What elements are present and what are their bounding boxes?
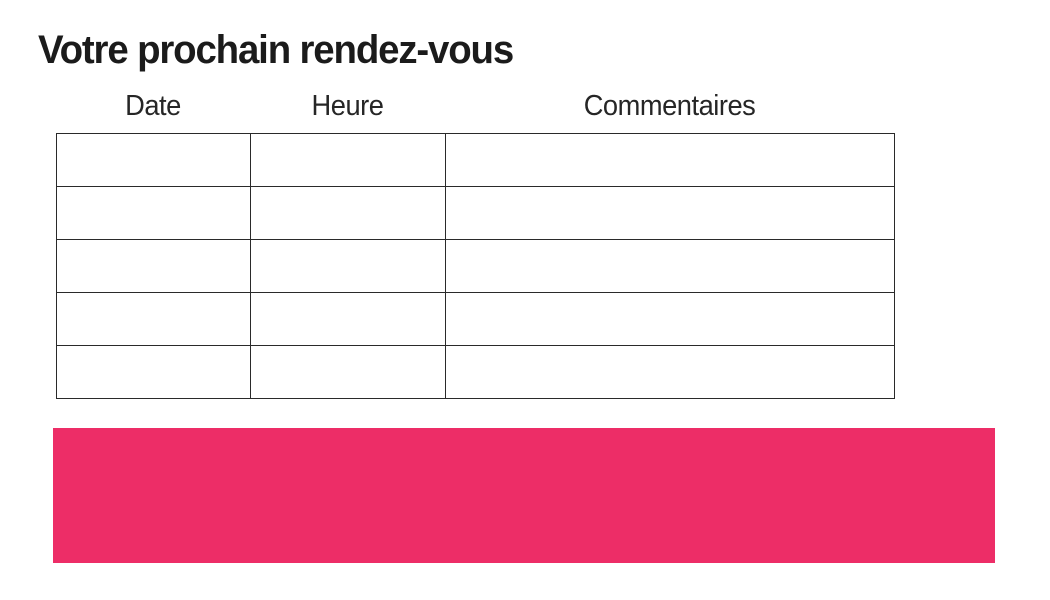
- table-cell: [56, 186, 251, 240]
- table-cell: [445, 239, 895, 293]
- table-cell: [445, 345, 895, 399]
- table-row: [56, 186, 895, 240]
- table-cell: [445, 133, 895, 187]
- appointments-table: [56, 133, 895, 399]
- column-header-commentaires: Commentaires: [583, 90, 756, 122]
- page-title: Votre prochain rendez-vous: [38, 28, 514, 72]
- table-row: [56, 292, 895, 346]
- table-cell: [56, 239, 251, 293]
- table-cell: [445, 292, 895, 346]
- table-cell: [56, 133, 251, 187]
- table-cell: [250, 133, 446, 187]
- table-header-row: Date Heure Commentaires: [56, 90, 894, 123]
- table-cell: [56, 292, 251, 346]
- table-cell: [250, 239, 446, 293]
- column-header-date: Date: [125, 90, 181, 122]
- table-cell: [445, 186, 895, 240]
- table-row: [56, 345, 895, 399]
- table-cell: [250, 186, 446, 240]
- table-row: [56, 239, 895, 293]
- accent-banner: [53, 428, 995, 563]
- table-cell: [56, 345, 251, 399]
- table-row: [56, 133, 895, 187]
- table-cell: [250, 292, 446, 346]
- table-cell: [250, 345, 446, 399]
- column-header-heure: Heure: [311, 90, 384, 122]
